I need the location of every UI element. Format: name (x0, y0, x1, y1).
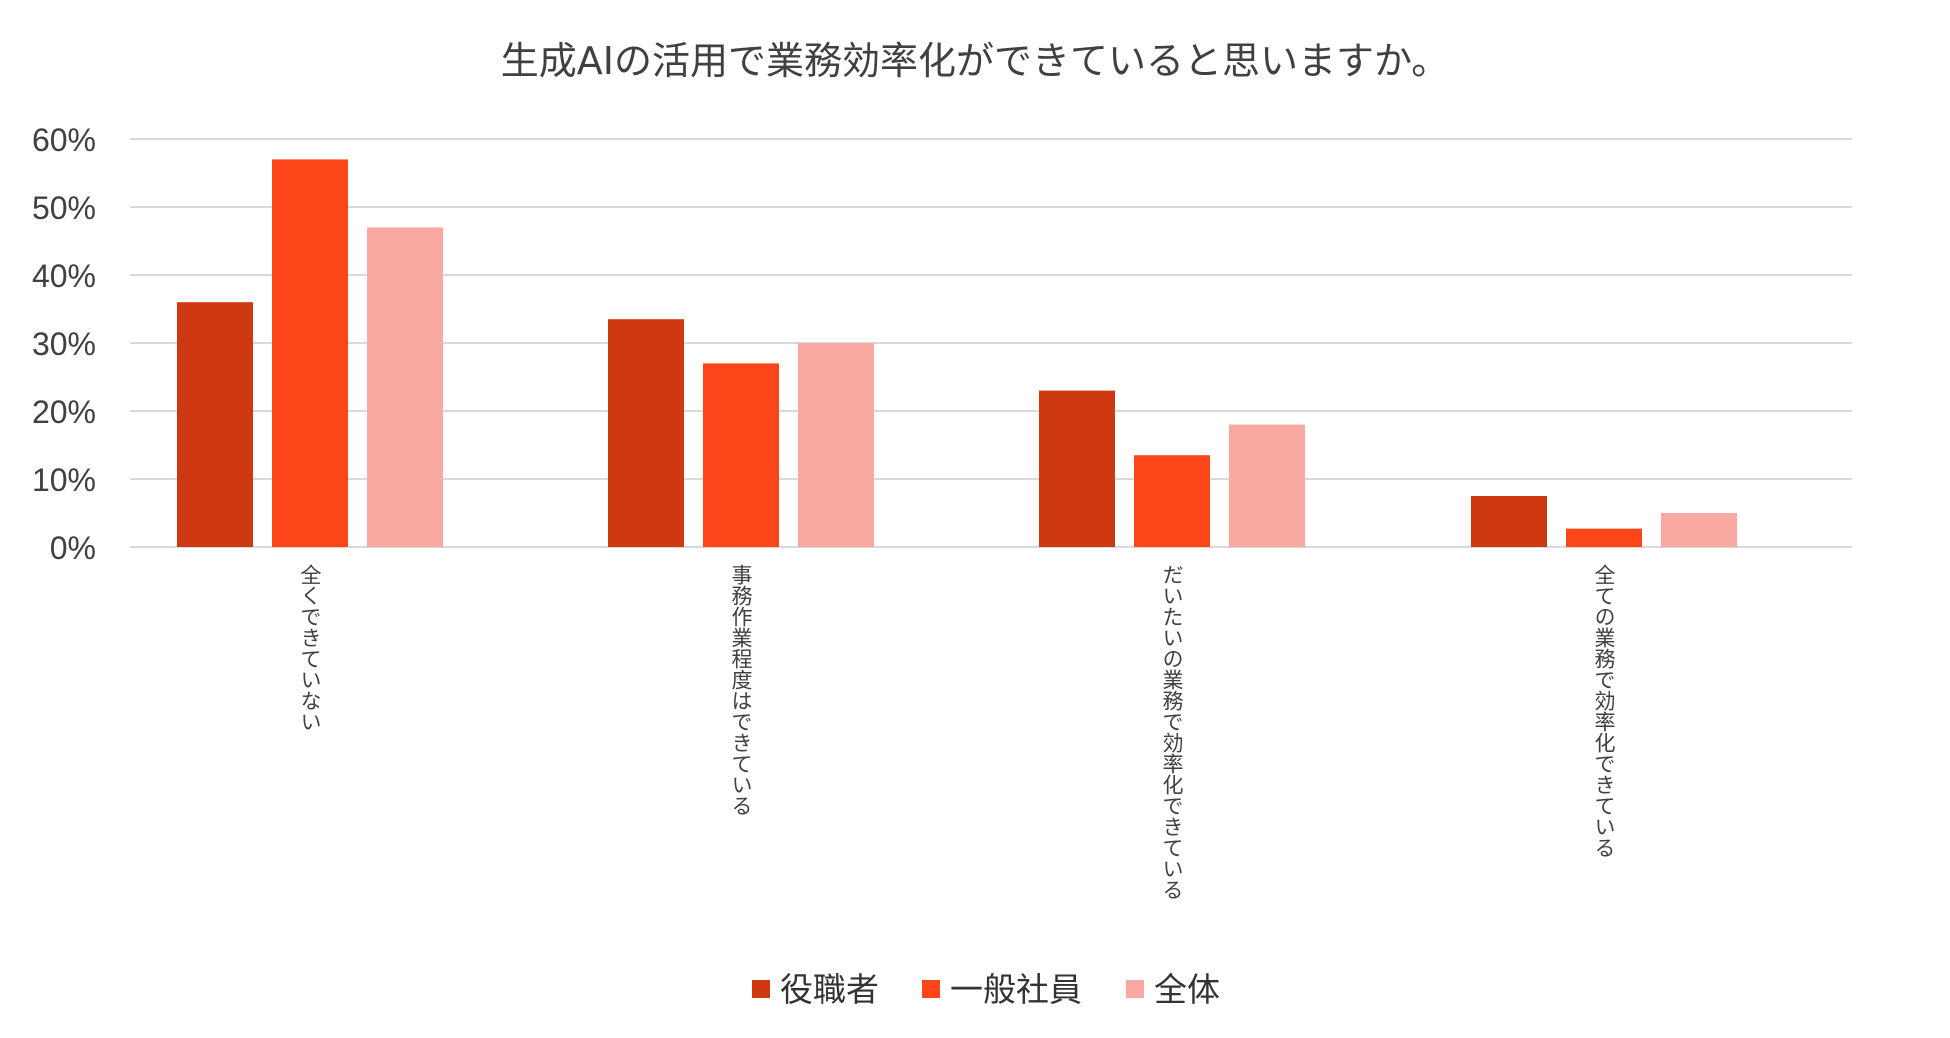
y-axis-ticks: 0% 10% 20% 30% 40% 50% 60% (32, 122, 96, 566)
bar-2-1 (272, 159, 348, 547)
category-label: だいたいの業務で効率化できている (1160, 564, 1184, 900)
y-tick-label: 0% (50, 530, 96, 566)
bar-3-4 (1661, 513, 1737, 547)
category-label: 全ての業務で効率化できている (1592, 564, 1616, 858)
y-tick-label: 50% (32, 190, 96, 226)
bar-2-3 (1134, 455, 1210, 547)
bar-2-2 (703, 363, 779, 547)
y-tick-label: 20% (32, 394, 96, 430)
category-labels: 全くできていない 事務作業程度はできている だいたいの業務で効率化できている 全ての業… (298, 564, 1616, 900)
category-label: 全くできていない (298, 564, 322, 732)
legend-swatch (752, 980, 770, 998)
legend-label: 一般社員 (950, 970, 1082, 1009)
bar-3-2 (798, 343, 874, 547)
category-label: 事務作業程度はできている (729, 564, 753, 816)
legend-label: 役職者 (780, 970, 879, 1009)
y-tick-label: 40% (32, 258, 96, 294)
bar-3-3 (1229, 424, 1305, 547)
y-tick-label: 60% (32, 122, 96, 158)
bars (177, 159, 1737, 547)
legend-label: 全体 (1154, 970, 1220, 1009)
y-tick-label: 10% (32, 462, 96, 498)
y-tick-label: 30% (32, 326, 96, 362)
chart-title: 生成AIの活用で業務効率化ができていると思いますか。 (501, 39, 1449, 83)
bar-1-2 (608, 319, 684, 547)
legend-swatch (922, 980, 940, 998)
legend: 役職者 一般社員 全体 (752, 970, 1220, 1009)
bar-3-1 (367, 227, 443, 547)
bar-1-4 (1471, 496, 1547, 547)
bar-1-3 (1039, 390, 1115, 547)
bar-1-1 (177, 302, 253, 547)
legend-swatch (1126, 980, 1144, 998)
bar-2-4 (1566, 528, 1642, 547)
